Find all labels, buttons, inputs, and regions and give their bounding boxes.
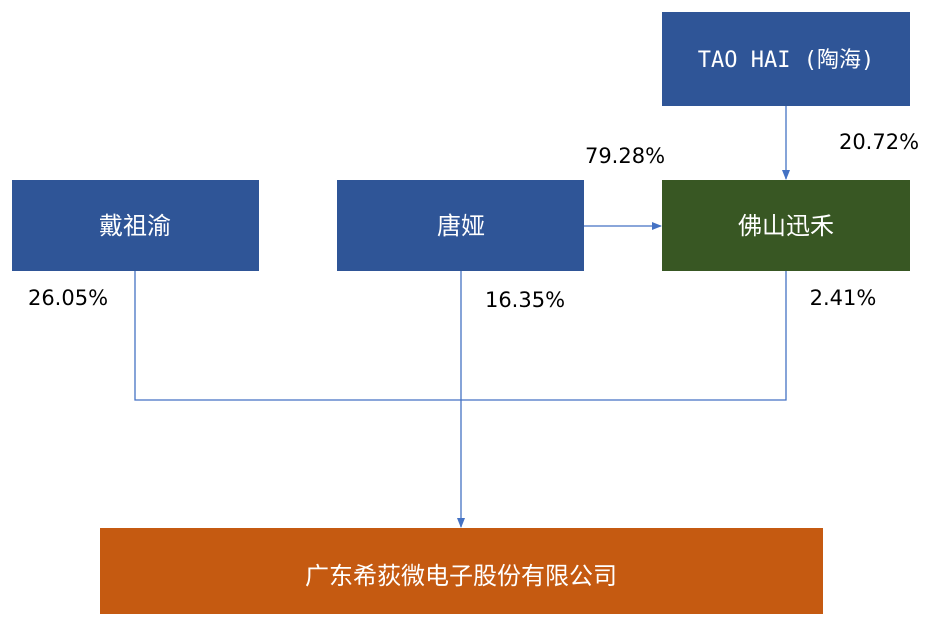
node-label: 戴祖渝 xyxy=(99,212,171,240)
edge-label: 2.41% xyxy=(810,286,877,310)
edge-label: 16.35% xyxy=(485,288,565,312)
edge-label: 26.05% xyxy=(28,286,108,310)
node-box xyxy=(662,12,910,106)
edge-label: 20.72% xyxy=(839,130,919,154)
node-label: 唐娅 xyxy=(437,212,485,240)
node-label: 广东希荻微电子股份有限公司 xyxy=(305,562,617,590)
node-label: TAO HAI (陶海) xyxy=(698,48,874,73)
node-label: 佛山迅禾 xyxy=(738,212,834,240)
node-box xyxy=(337,180,584,271)
node-box xyxy=(12,180,259,271)
node-box xyxy=(662,180,910,271)
node-box xyxy=(100,528,823,614)
edge-label: 79.28% xyxy=(585,144,665,168)
